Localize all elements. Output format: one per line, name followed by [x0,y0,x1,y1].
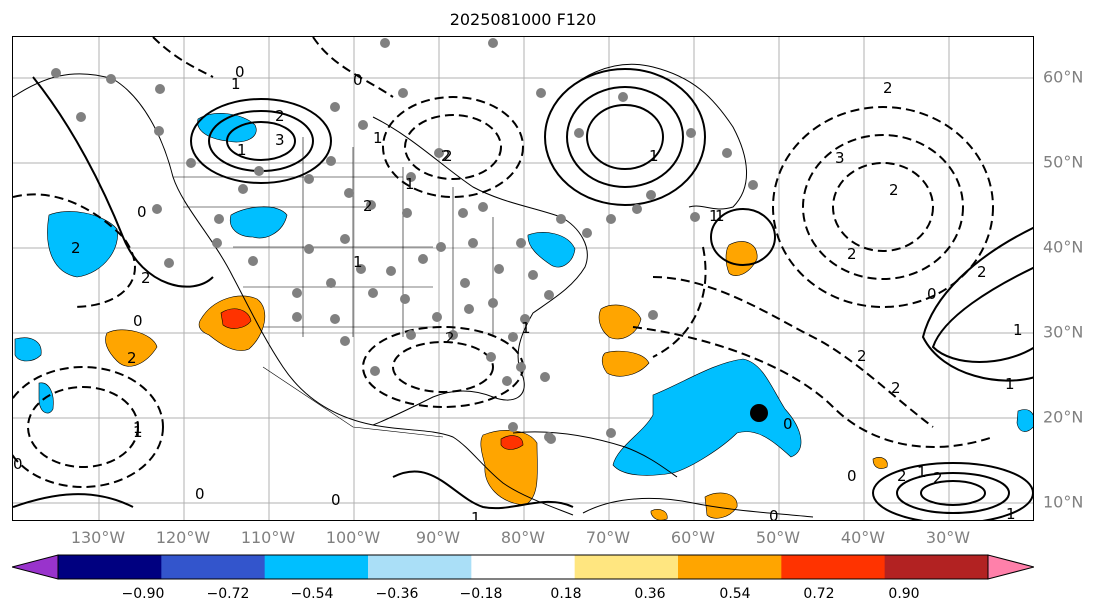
colorbar-tick: −0.36 [375,586,419,602]
svg-text:1: 1 [471,509,481,521]
svg-text:0: 0 [195,485,205,503]
svg-text:1: 1 [649,147,659,165]
svg-text:3: 3 [275,131,285,149]
svg-text:1: 1 [917,463,927,481]
svg-text:2: 2 [71,239,81,257]
svg-text:2: 2 [847,245,857,263]
svg-text:2: 2 [363,197,373,215]
colorbar-tick: −0.90 [121,586,165,602]
svg-text:0: 0 [133,312,143,330]
contours-positive [13,68,1033,520]
lon-label: 100°W [325,528,381,547]
svg-text:2: 2 [857,347,867,365]
svg-text:2: 2 [141,269,151,287]
colorbar [12,554,1034,580]
lat-label: 20°N [1043,407,1084,427]
colorbar-tick: 0.72 [803,586,835,602]
svg-text:0: 0 [13,455,23,473]
colorbar-segment [264,555,369,579]
colorbar-tick: 0.90 [888,586,920,602]
svg-text:0: 0 [235,63,245,81]
lat-label: 30°N [1043,322,1084,342]
lon-label: 80°W [500,528,546,547]
lat-label: 60°N [1043,67,1084,87]
lat-label: 50°N [1043,152,1084,172]
shaded-negative-anomalies [14,113,1033,476]
colorbar-segment [574,555,679,579]
svg-text:2: 2 [127,349,137,367]
contours-negative [13,37,994,488]
contour-labels: 1 2 3 0 1 2 1 1 2 2 3 2 2 0 1 2 2 0 1 1 … [13,63,1023,521]
svg-text:3: 3 [835,149,845,167]
lat-label: 10°N [1043,492,1084,512]
colorbar-tick: 0.36 [634,586,666,602]
colorbar-segment [58,555,162,579]
svg-text:2: 2 [897,467,907,485]
colorbar-segment [678,555,782,579]
svg-text:2: 2 [441,147,451,165]
svg-text:2: 2 [883,79,893,97]
colorbar-segment [781,555,886,579]
svg-text:2: 2 [977,263,987,281]
svg-text:0: 0 [331,491,341,509]
svg-text:1: 1 [237,141,247,159]
svg-text:1: 1 [353,253,363,271]
lon-label: 30°W [925,528,971,547]
lon-label: 50°W [755,528,801,547]
lon-label: 60°W [670,528,716,547]
svg-text:1: 1 [1006,505,1016,521]
svg-text:1: 1 [715,207,725,225]
lat-label: 40°N [1043,237,1084,257]
svg-text:2: 2 [891,379,901,397]
svg-text:1: 1 [133,423,143,441]
svg-text:0: 0 [353,71,363,89]
colorbar-extend-low [12,555,58,579]
shaded-positive-anomalies [105,241,888,520]
lon-label: 90°W [415,528,461,547]
colorbar-extend-high [988,555,1034,579]
svg-text:1: 1 [1013,321,1023,339]
state-borders [173,137,494,438]
svg-text:1: 1 [405,175,415,193]
lon-label: 40°W [840,528,886,547]
svg-text:0: 0 [927,285,937,303]
svg-text:1: 1 [709,207,719,225]
lon-label: 70°W [585,528,631,547]
map-canvas: 1 2 3 0 1 2 1 1 2 2 3 2 2 0 1 2 2 0 1 1 … [13,37,1033,521]
svg-text:0: 0 [783,415,793,433]
svg-text:0: 0 [769,507,779,521]
colorbar-tick: −0.18 [459,586,503,602]
colorbar-segment [368,555,472,579]
colorbar-segment [161,555,266,579]
svg-text:0: 0 [847,467,857,485]
map-title: 2025081000 F120 [449,10,597,29]
lon-label: 110°W [240,528,296,547]
svg-text:1: 1 [133,419,143,437]
svg-text:2: 2 [443,147,453,165]
colorbar-tick: 0.18 [550,586,582,602]
lon-label: 120°W [155,528,211,547]
svg-text:2: 2 [275,107,285,125]
colorbar-segment [471,555,576,579]
svg-text:0: 0 [137,203,147,221]
colorbar-tick: 0.54 [719,586,751,602]
colorbar-segment [884,555,989,579]
svg-text:1: 1 [231,75,241,93]
storm-center-marker [750,404,768,422]
colorbar-tick: −0.54 [290,586,334,602]
colorbar-tick: −0.72 [206,586,250,602]
svg-text:2: 2 [445,329,455,347]
svg-text:2: 2 [933,469,943,487]
map-panel: 1 2 3 0 1 2 1 1 2 2 3 2 2 0 1 2 2 0 1 1 … [12,36,1034,521]
lon-label: 130°W [70,528,126,547]
svg-text:2: 2 [889,181,899,199]
svg-text:1: 1 [373,129,383,147]
svg-text:1: 1 [1005,375,1015,393]
station-dots [51,38,758,444]
svg-text:1: 1 [521,319,531,337]
